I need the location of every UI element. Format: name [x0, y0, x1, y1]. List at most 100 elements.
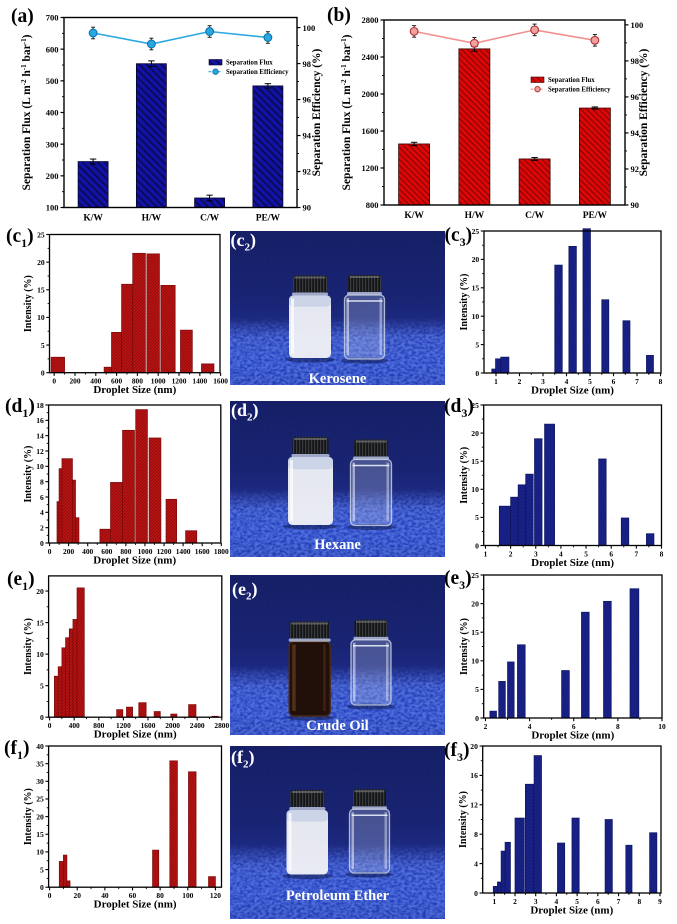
svg-text:1: 1 [492, 897, 496, 906]
svg-text:2400: 2400 [190, 721, 205, 730]
svg-text:1400: 1400 [176, 547, 191, 556]
svg-text:5: 5 [475, 513, 479, 522]
svg-text:3: 3 [534, 897, 538, 906]
svg-text:K/W: K/W [404, 211, 424, 221]
svg-text:4: 4 [40, 508, 44, 517]
svg-text:20: 20 [470, 742, 478, 751]
svg-text:8: 8 [40, 478, 44, 487]
svg-text:800: 800 [120, 547, 131, 556]
svg-text:1: 1 [484, 549, 488, 558]
svg-text:400: 400 [82, 547, 93, 556]
svg-text:500: 500 [46, 76, 59, 86]
svg-text:K/W: K/W [83, 214, 103, 224]
svg-text:15: 15 [471, 457, 479, 466]
svg-text:0: 0 [52, 377, 56, 386]
svg-text:96: 96 [631, 92, 640, 102]
svg-text:120: 120 [210, 891, 221, 900]
svg-text:35: 35 [36, 759, 44, 768]
svg-text:98: 98 [631, 56, 640, 66]
svg-text:Intensity (%): Intensity (%) [459, 618, 470, 675]
svg-text:400: 400 [90, 377, 101, 386]
svg-text:4: 4 [559, 549, 563, 558]
svg-text:Droplet Size (nm): Droplet Size (nm) [531, 557, 614, 569]
svg-text:3: 3 [534, 549, 538, 558]
svg-text:600: 600 [101, 547, 112, 556]
svg-text:Intensity (%): Intensity (%) [23, 618, 34, 675]
svg-text:94: 94 [303, 131, 312, 141]
svg-text:8: 8 [659, 377, 663, 386]
svg-text:Intensity (%): Intensity (%) [459, 447, 470, 504]
svg-text:5: 5 [588, 377, 592, 386]
svg-text:Droplet Size (nm): Droplet Size (nm) [530, 905, 613, 917]
svg-text:200: 200 [46, 171, 59, 181]
svg-text:96: 96 [303, 95, 312, 105]
svg-text:25: 25 [36, 795, 44, 804]
svg-text:Droplet Size (nm): Droplet Size (nm) [94, 899, 177, 911]
svg-text:18: 18 [36, 401, 44, 410]
svg-text:200: 200 [63, 547, 74, 556]
svg-text:4: 4 [555, 897, 559, 906]
svg-text:20: 20 [471, 429, 479, 438]
svg-text:25: 25 [472, 227, 480, 236]
svg-text:1600: 1600 [362, 126, 379, 136]
svg-text:8: 8 [637, 897, 641, 906]
svg-text:90: 90 [303, 203, 312, 213]
svg-text:Droplet Size (nm): Droplet Size (nm) [93, 555, 176, 567]
svg-text:2800: 2800 [214, 721, 229, 730]
svg-text:7: 7 [635, 549, 639, 558]
svg-text:4: 4 [565, 377, 569, 386]
svg-text:0: 0 [40, 539, 44, 548]
svg-text:Droplet Size (nm): Droplet Size (nm) [94, 729, 177, 741]
svg-text:5: 5 [475, 685, 479, 694]
svg-text:0: 0 [40, 883, 44, 892]
svg-text:300: 300 [46, 139, 59, 149]
svg-text:16: 16 [36, 416, 44, 425]
svg-text:92: 92 [303, 167, 312, 177]
svg-text:4: 4 [528, 722, 532, 731]
svg-text:0: 0 [48, 721, 52, 730]
svg-text:400: 400 [69, 721, 80, 730]
svg-text:Intensity (%): Intensity (%) [23, 275, 34, 332]
svg-text:15: 15 [36, 830, 44, 839]
svg-text:600: 600 [111, 377, 122, 386]
svg-text:92: 92 [631, 164, 640, 174]
svg-text:1000: 1000 [138, 547, 153, 556]
svg-text:40: 40 [36, 742, 44, 751]
svg-text:10: 10 [36, 462, 44, 471]
svg-text:Separation Efficiency: Separation Efficiency [226, 69, 289, 76]
svg-text:6: 6 [596, 897, 600, 906]
svg-text:400: 400 [46, 108, 59, 118]
svg-text:15: 15 [37, 286, 45, 295]
svg-text:8: 8 [474, 830, 478, 839]
svg-text:0: 0 [41, 369, 45, 378]
svg-text:9: 9 [658, 897, 662, 906]
svg-text:10: 10 [472, 312, 480, 321]
svg-text:PE/W: PE/W [583, 211, 608, 221]
svg-text:100: 100 [182, 891, 193, 900]
svg-text:800: 800 [132, 377, 143, 386]
svg-text:25: 25 [471, 571, 479, 580]
svg-text:2: 2 [513, 897, 517, 906]
svg-text:100: 100 [631, 20, 644, 30]
svg-text:94: 94 [631, 128, 640, 138]
svg-text:25: 25 [37, 230, 45, 239]
svg-text:8: 8 [616, 722, 620, 731]
svg-text:0: 0 [40, 713, 44, 722]
svg-text:5: 5 [584, 549, 588, 558]
svg-text:90: 90 [631, 200, 640, 210]
svg-text:10: 10 [658, 722, 666, 731]
svg-text:7: 7 [617, 897, 621, 906]
svg-text:20: 20 [471, 599, 479, 608]
svg-text:1200: 1200 [157, 547, 172, 556]
svg-text:12: 12 [36, 447, 44, 456]
svg-text:15: 15 [36, 618, 44, 627]
svg-text:5: 5 [575, 897, 579, 906]
svg-text:800: 800 [93, 721, 104, 730]
svg-text:200: 200 [69, 377, 80, 386]
svg-text:0: 0 [475, 714, 479, 723]
svg-text:C/W: C/W [200, 214, 220, 224]
svg-text:Droplet Size (nm): Droplet Size (nm) [531, 385, 614, 397]
svg-text:1400: 1400 [192, 377, 207, 386]
svg-text:3: 3 [541, 377, 545, 386]
svg-text:98: 98 [303, 59, 312, 69]
